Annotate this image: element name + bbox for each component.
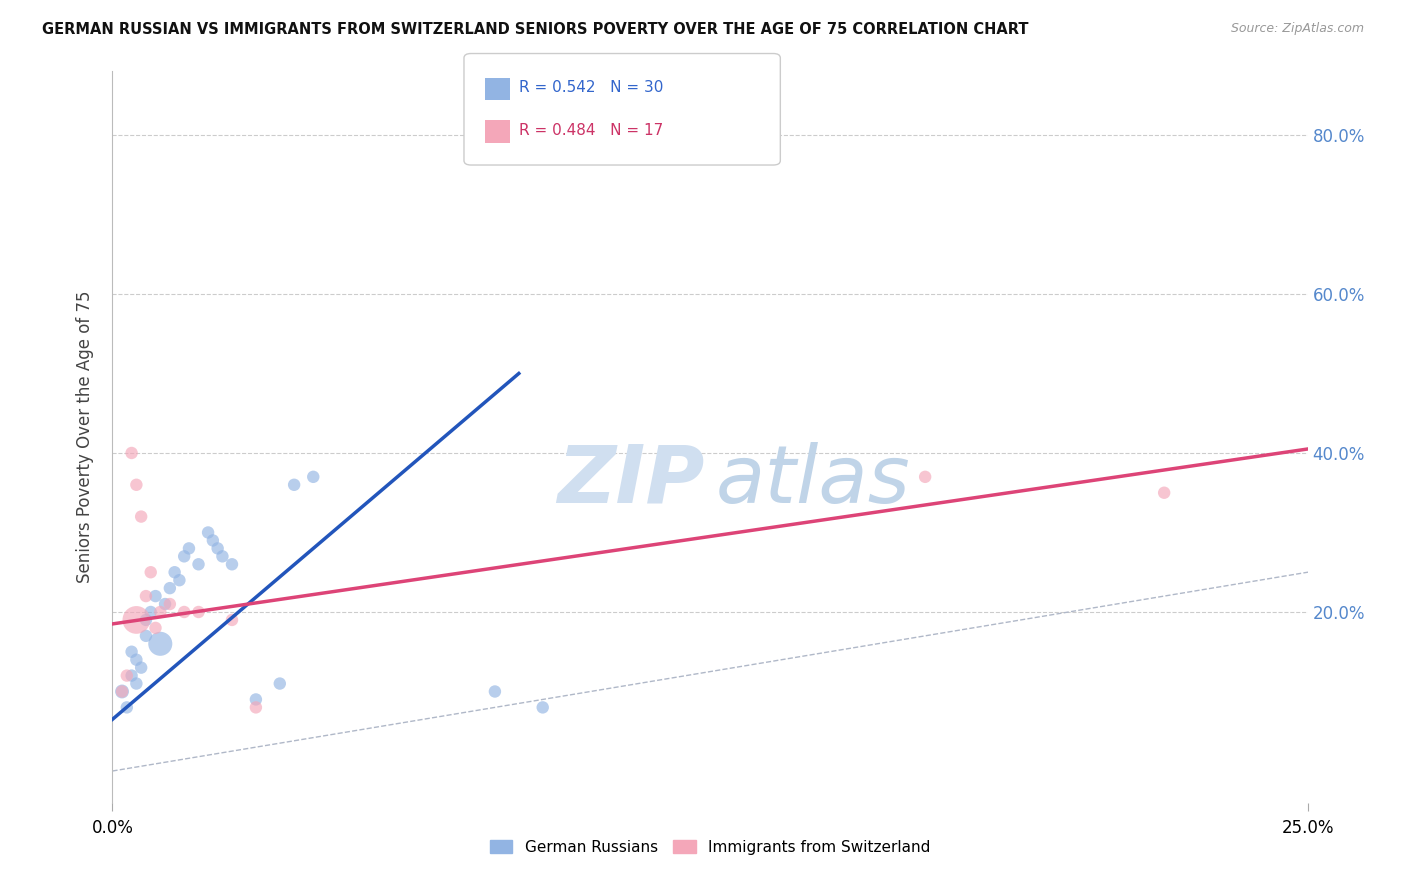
Point <box>221 613 243 627</box>
Point <box>153 597 176 611</box>
Point <box>187 605 209 619</box>
Text: ZIP: ZIP <box>557 442 704 520</box>
Point <box>139 605 162 619</box>
Point <box>145 621 167 635</box>
Point <box>159 581 181 595</box>
Point <box>129 660 152 674</box>
Point <box>269 676 291 690</box>
Point <box>129 509 152 524</box>
Point <box>914 470 936 484</box>
Point <box>1153 485 1175 500</box>
Point <box>149 605 172 619</box>
Point <box>531 700 554 714</box>
Legend: German Russians, Immigrants from Switzerland: German Russians, Immigrants from Switzer… <box>484 834 936 861</box>
Point <box>484 684 506 698</box>
Text: atlas: atlas <box>716 442 911 520</box>
Point <box>201 533 224 548</box>
Point <box>111 684 134 698</box>
Point <box>177 541 200 556</box>
Point <box>221 558 243 572</box>
Point <box>135 589 157 603</box>
Point <box>149 637 172 651</box>
Point <box>302 470 325 484</box>
Point <box>207 541 229 556</box>
Point <box>121 668 143 682</box>
Point <box>139 566 162 580</box>
Point <box>121 446 143 460</box>
Point <box>173 605 195 619</box>
Point <box>197 525 219 540</box>
Y-axis label: Seniors Poverty Over the Age of 75: Seniors Poverty Over the Age of 75 <box>76 291 94 583</box>
Point <box>245 692 267 706</box>
Point <box>125 477 148 491</box>
Text: Source: ZipAtlas.com: Source: ZipAtlas.com <box>1230 22 1364 36</box>
Point <box>135 629 157 643</box>
Point <box>125 613 148 627</box>
Point <box>111 684 134 698</box>
Point <box>163 566 186 580</box>
Point <box>121 645 143 659</box>
Point <box>125 676 148 690</box>
Text: GERMAN RUSSIAN VS IMMIGRANTS FROM SWITZERLAND SENIORS POVERTY OVER THE AGE OF 75: GERMAN RUSSIAN VS IMMIGRANTS FROM SWITZE… <box>42 22 1029 37</box>
Text: R = 0.542   N = 30: R = 0.542 N = 30 <box>519 80 664 95</box>
Point <box>245 700 267 714</box>
Point <box>169 573 191 587</box>
Point <box>135 613 157 627</box>
Point <box>125 653 148 667</box>
Text: R = 0.484   N = 17: R = 0.484 N = 17 <box>519 123 664 137</box>
Point <box>115 668 138 682</box>
Point <box>173 549 195 564</box>
Point <box>115 700 138 714</box>
Point <box>187 558 209 572</box>
Point <box>283 477 305 491</box>
Point <box>211 549 233 564</box>
Point <box>145 589 167 603</box>
Point <box>159 597 181 611</box>
